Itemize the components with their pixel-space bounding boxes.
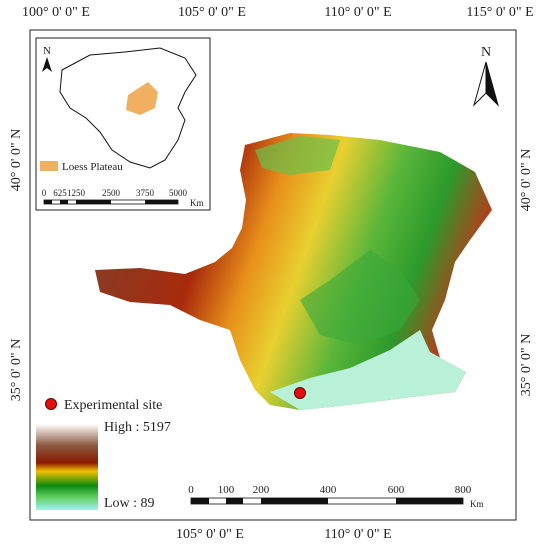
scale-label: 800 [455,484,472,496]
legend-low-label: Low : 89 [104,496,155,511]
graticule-label: 100° 0' 0" E [22,5,90,20]
graticule-label: 40° 0' 0" N [519,149,534,211]
legend-site-marker [45,398,57,410]
graticule-label: 110° 0' 0" E [324,527,391,542]
inset-scale-label: 2500 [102,188,121,198]
scale-label: 100 [218,484,235,496]
inset-scale-label: 5000 [169,188,188,198]
plateau-relief [95,133,492,410]
graticule-label: 105° 0' 0" E [178,5,246,20]
inset-scale-label: 0 [42,188,47,198]
graticule-label: 105° 0' 0" E [176,527,244,542]
valley [300,250,420,345]
inset-scale-unit: Km [190,198,204,208]
legend-gradient [36,424,98,510]
inset-legend-swatch [40,161,58,171]
inset-legend-label: Loess Plateau [62,161,123,173]
river-plain [270,330,466,410]
scale-label: 0 [188,484,194,496]
scale-label: 200 [253,484,270,496]
inset-north-label: N [43,45,51,57]
north-arrow [485,61,499,107]
inset-scale-label: 3750 [136,188,155,198]
inset-scale-label: 625 [53,188,67,198]
inset-plateau [126,82,158,115]
north-label: N [481,45,491,60]
graticule-label: 110° 0' 0" E [324,5,391,20]
inset-scale-bar [43,199,179,205]
inset-scale-label: 1250 [67,188,86,198]
scale-label: 600 [388,484,405,496]
graticule-label: 35° 0' 0" N [9,339,24,401]
graticule-label: 35° 0' 0" N [519,334,534,396]
scale-label: 400 [320,484,337,496]
graticule-label: 40° 0' 0" N [9,129,24,191]
legend-high-label: High : 5197 [104,420,171,435]
northern-plain [255,136,340,175]
graticule-label: 115° 0' 0" E [466,5,533,20]
scale-unit: Km [470,499,484,509]
experimental-site [294,387,306,399]
inset-north-arrow [42,57,52,72]
scale-bar [190,497,464,505]
legend-site-label: Experimental site [64,398,162,413]
